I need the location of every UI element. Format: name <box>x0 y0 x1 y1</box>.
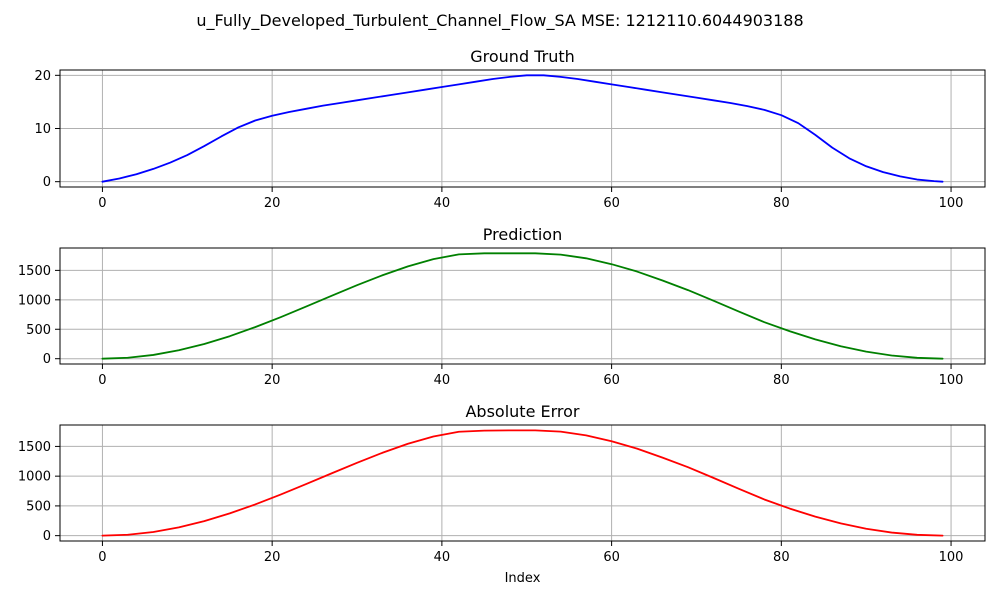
x-tick-label: 20 <box>264 550 281 565</box>
subplot-1: 0 20 40 60 80 100 0 10 20 Ground Truth <box>34 47 986 211</box>
x-tick-label: 80 <box>773 373 790 388</box>
y-tick-label: 0 <box>43 352 51 367</box>
x-tick-label: 20 <box>264 373 281 388</box>
figure-suptitle: u_Fully_Developed_Turbulent_Channel_Flow… <box>196 11 803 31</box>
subplot-title: Ground Truth <box>470 47 575 66</box>
x-tick-label: 60 <box>603 196 620 211</box>
x-tick-label: 100 <box>939 550 964 565</box>
x-axis-label: Index <box>505 571 541 586</box>
y-tick-label: 500 <box>26 323 51 338</box>
y-tick-label: 1000 <box>18 293 51 308</box>
series-line <box>101 74 944 183</box>
x-tick-label: 100 <box>939 196 964 211</box>
y-tick-label: 1500 <box>18 264 51 279</box>
x-tick-label: 40 <box>434 196 451 211</box>
x-tick-label: 60 <box>603 550 620 565</box>
series-line <box>101 429 944 537</box>
subplot-title: Prediction <box>483 225 562 244</box>
x-tick-label: 40 <box>434 550 451 565</box>
x-tick-label: 60 <box>603 373 620 388</box>
x-tick-label: 80 <box>773 196 790 211</box>
x-tick-label: 40 <box>434 373 451 388</box>
x-tick-label: 0 <box>98 373 106 388</box>
y-tick-label: 0 <box>43 175 51 190</box>
y-tick-label: 20 <box>34 69 51 84</box>
x-tick-label: 80 <box>773 550 790 565</box>
y-tick-label: 500 <box>26 499 51 514</box>
x-tick-label: 0 <box>98 196 106 211</box>
x-tick-label: 20 <box>264 196 281 211</box>
series-line <box>101 252 944 360</box>
y-tick-label: 0 <box>43 529 51 544</box>
subplot-title: Absolute Error <box>465 402 579 421</box>
axes-frame <box>59 247 986 365</box>
x-tick-label: 0 <box>98 550 106 565</box>
x-tick-label: 100 <box>939 373 964 388</box>
axes-frame <box>59 424 986 542</box>
y-tick-label: 10 <box>34 122 51 137</box>
y-tick-label: 1500 <box>18 440 51 455</box>
y-tick-label: 1000 <box>18 470 51 485</box>
